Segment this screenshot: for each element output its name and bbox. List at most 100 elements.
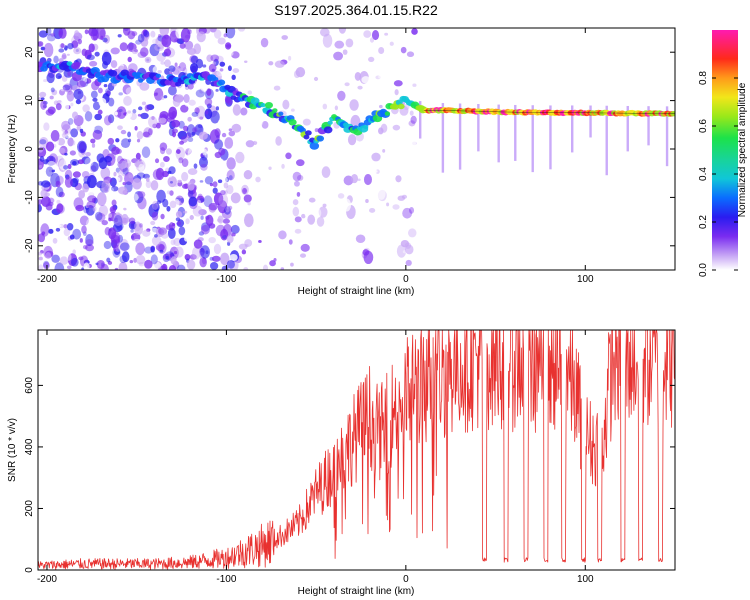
spectrogram-speckle [365, 198, 369, 204]
spectrogram-speckle [46, 72, 55, 84]
spectrogram-speckle [166, 205, 171, 212]
spectrogram-speckle [244, 60, 248, 63]
spectrogram-speckle [43, 260, 50, 268]
spectrogram-speckle [214, 139, 224, 150]
spectrogram-speckle [236, 31, 247, 43]
spectrogram-speckle [101, 220, 108, 226]
spectrogram-speckle [132, 109, 137, 114]
spectrogram-speckle [53, 38, 63, 48]
spectrogram-speckle [333, 51, 344, 61]
spectrogram-speckle [70, 257, 79, 267]
spectrogram-speckle [405, 259, 412, 267]
spectrogram-speckle [181, 158, 189, 167]
spectrogram-speckle [118, 108, 123, 112]
spectrogram-speckle [200, 215, 204, 220]
spectrogram-speckle [221, 132, 227, 138]
spectrogram-speckle [64, 152, 68, 156]
spectrogram-speckle [167, 170, 172, 174]
spectrogram-speckle [85, 239, 94, 247]
spectrogram-speckle [216, 70, 224, 77]
spectrogram-speckle [300, 243, 310, 252]
spectrogram-speckle [115, 138, 120, 143]
spectrogram-speckle [64, 129, 69, 135]
spectrogram-speckle [113, 171, 117, 177]
x-tick-label: -100 [216, 574, 236, 585]
spectrogram-speckle [122, 153, 127, 160]
spectrogram-speckle [151, 115, 155, 120]
spectrogram-speckle [43, 245, 53, 259]
spectrogram-speckle [122, 182, 126, 186]
spectrogram-speckle [334, 40, 345, 49]
spectrogram-speckle [73, 88, 84, 100]
spectrogram-speckle [43, 261, 50, 270]
colorbar-tick-label: 0.4 [698, 167, 709, 181]
spectrogram-speckle [75, 204, 85, 212]
spectrogram-speckle [95, 262, 99, 266]
spectrogram-speckle [258, 211, 265, 221]
spectrogram-speckle [46, 160, 57, 171]
spectrogram-speckle [92, 129, 103, 140]
spectrogram-speckle [209, 28, 217, 33]
spectrogram-speckle [189, 254, 197, 260]
snr-panel: -200 -100 0 100 0 200 400 600 Height of straig… [7, 329, 676, 597]
spectrogram-speckle [247, 90, 253, 95]
spectrogram-speckle [395, 261, 401, 269]
spectrogram-speckle [160, 61, 166, 65]
spectrogram-speckle [54, 221, 60, 226]
spectrogram-speckle [60, 43, 65, 49]
spectrogram-speckle [364, 236, 372, 245]
spectrogram-y-ticks: -20 -10 0 10 20 [24, 46, 675, 253]
x-tick-label: 0 [403, 574, 409, 585]
spectrogram-speckle [201, 86, 208, 92]
spectrogram-speckle [166, 190, 171, 195]
spectrogram-speckle [173, 237, 182, 247]
spectrogram-speckle [56, 199, 61, 204]
spectrogram-speckle [176, 264, 186, 270]
spectrogram-speckle [199, 116, 204, 120]
spectrogram-ridge-point [272, 108, 278, 113]
spectrogram-speckle [38, 181, 44, 186]
spectrogram-speckle [127, 110, 132, 114]
spectrogram-ridge-point [260, 103, 266, 108]
y-tick-label: 400 [24, 438, 35, 455]
spectrogram-speckle [288, 239, 293, 245]
spectrogram-speckle [172, 96, 181, 107]
spectrogram-speckle [225, 177, 230, 183]
spectrogram-speckle [72, 249, 76, 255]
spectrogram-speckle [292, 206, 300, 217]
spectrogram-speckle [58, 191, 65, 198]
spectrogram-speckle [191, 111, 199, 117]
spectrogram-streak [549, 105, 552, 170]
spectrogram-speckle [394, 89, 399, 96]
spectrogram-speckle [170, 256, 177, 265]
spectrogram-speckle [210, 143, 215, 146]
spectrogram-speckle [38, 97, 43, 101]
spectrogram-speckle [136, 138, 141, 143]
spectrogram-speckle [150, 30, 156, 38]
spectrogram-speckle [38, 251, 42, 256]
x-tick-label: 0 [403, 274, 409, 285]
spectrogram-speckle [159, 102, 167, 109]
spectrogram-speckle [371, 152, 381, 162]
spectrogram-speckle [357, 85, 363, 90]
spectrogram-speckle [193, 163, 198, 169]
spectrogram-speckle [247, 201, 251, 206]
spectrogram-ridge-point [108, 69, 118, 77]
spectrogram-speckle [141, 101, 147, 106]
spectrogram-speckle [308, 197, 316, 203]
spectrogram-speckle [39, 91, 47, 98]
spectrogram-speckle [111, 185, 119, 192]
spectrogram-speckle [190, 30, 195, 37]
spectrogram-speckle [369, 208, 376, 213]
spectrogram-speckle [118, 92, 123, 96]
spectrogram-speckle [363, 30, 372, 38]
spectrogram-speckle [132, 178, 142, 190]
spectrogram-speckle [79, 238, 83, 243]
spectrogram-speckle [61, 120, 71, 131]
spectrogram-speckle [98, 97, 107, 107]
spectrogram-speckle [38, 204, 42, 213]
spectrogram-speckle [128, 217, 136, 224]
spectrogram-speckle [355, 234, 366, 244]
spectrogram-speckle [391, 144, 396, 147]
spectrogram-speckle [342, 49, 348, 55]
